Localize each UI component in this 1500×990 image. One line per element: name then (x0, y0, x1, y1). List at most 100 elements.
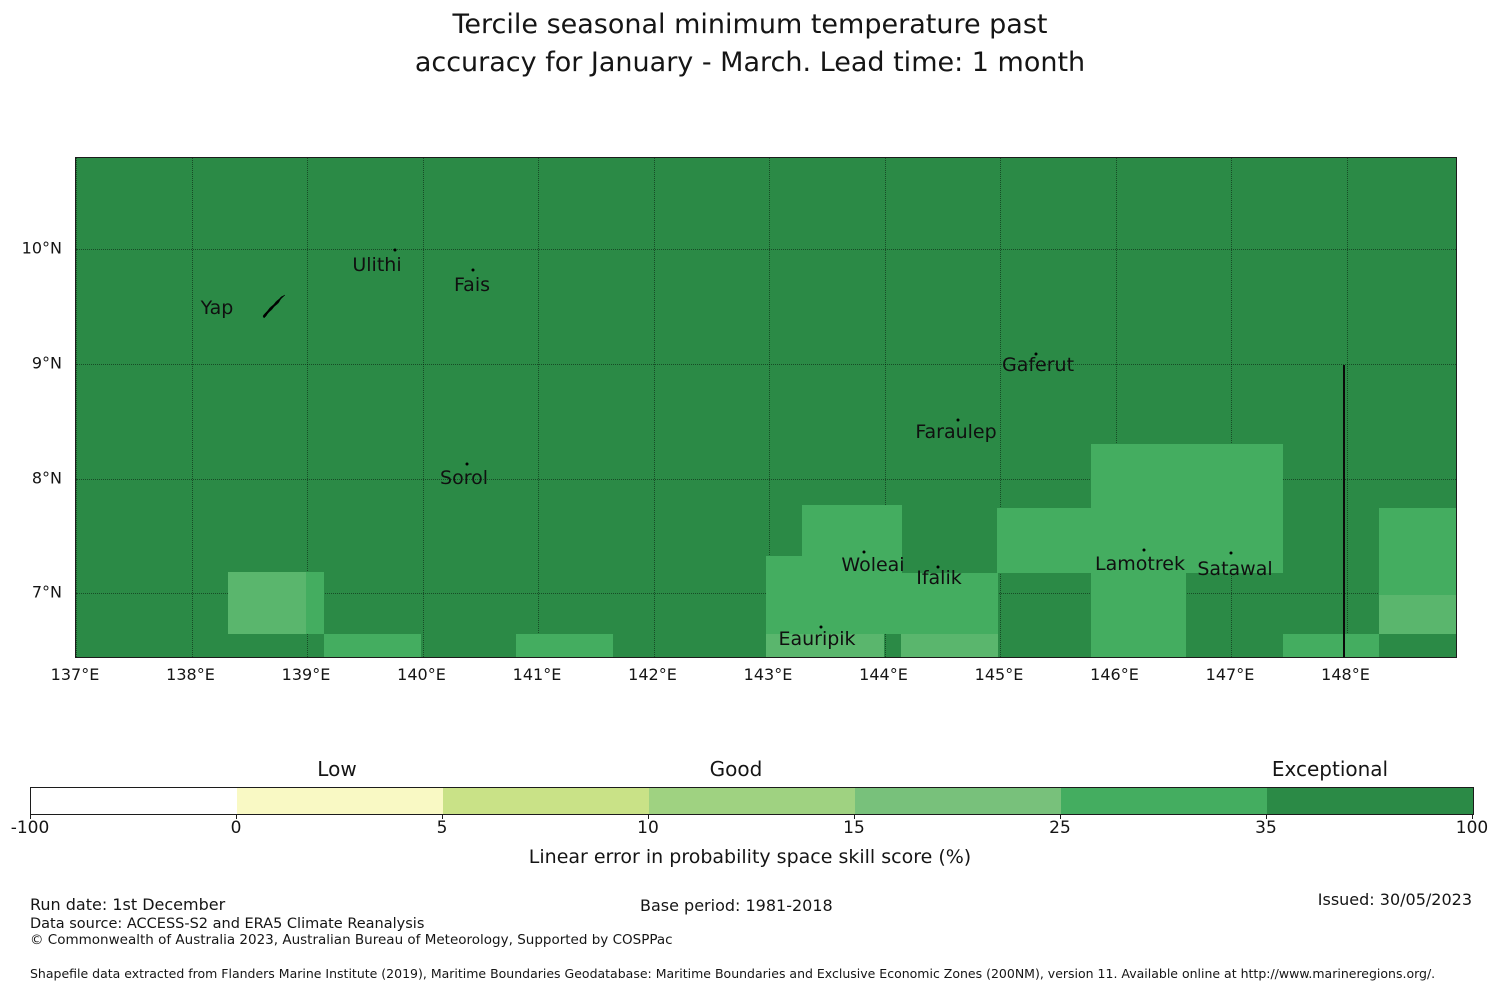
x-tick-label: 137°E (50, 665, 100, 684)
colorbar-tick-label: 15 (843, 818, 865, 838)
island-marker-dot (956, 418, 960, 422)
map-canvas: Yap Ulithi Fais Sorol Gaferut Faraulep Woleai I… (75, 157, 1457, 658)
footer-data-source: Data source: ACCESS-S2 and ERA5 Climate … (30, 916, 425, 932)
meridian-gridline (1231, 158, 1232, 657)
x-tick-label: 148°E (1321, 665, 1370, 684)
y-tick-label: 10°N (21, 238, 62, 258)
x-tick-label: 144°E (859, 665, 908, 684)
place-label: Fais (453, 274, 491, 296)
skill-cell (802, 505, 902, 573)
meridian-gridline (538, 158, 539, 657)
colorbar-tick (648, 814, 649, 819)
eez-boundary-line (1343, 364, 1346, 657)
parallel-gridline (76, 249, 1456, 250)
colorbar-tick-label: 10 (637, 818, 659, 838)
skill-cell (305, 571, 325, 634)
place-label: Sorol (440, 467, 488, 489)
parallel-gridline (76, 363, 1456, 365)
place-label: Faraulep (915, 421, 997, 443)
colorbar-caption: Good (709, 757, 763, 781)
x-tick-label: 138°E (166, 665, 215, 684)
x-tick-label: 143°E (743, 665, 793, 684)
island-marker-dot (1034, 352, 1038, 356)
island-marker-dot (1229, 551, 1233, 555)
y-tick-label: 9°N (31, 353, 62, 373)
colorbar-segment (1061, 788, 1267, 814)
x-tick-label: 140°E (397, 665, 446, 684)
yap-island-shape (262, 294, 286, 319)
x-tick-label: 146°E (1090, 665, 1139, 684)
colorbar (30, 787, 1474, 815)
place-label: Ifalik (916, 567, 962, 589)
colorbar-tick-label: 25 (1049, 818, 1071, 838)
x-tick-label: 139°E (281, 665, 331, 684)
colorbar-tick (30, 814, 31, 819)
meridian-gridline (1000, 158, 1001, 657)
island-marker-dot (1142, 548, 1146, 552)
island-marker-dot (465, 462, 469, 466)
footer-copyright: © Commonwealth of Australia 2023, Austra… (30, 932, 673, 948)
skill-cell (1091, 572, 1186, 657)
colorbar-caption: Exceptional (1271, 757, 1389, 781)
y-tick-label: 7°N (31, 582, 62, 602)
colorbar-segment (1267, 788, 1473, 814)
colorbar-tick-label: 0 (230, 818, 242, 838)
colorbar-tick (1266, 814, 1267, 819)
x-tick-label: 141°E (512, 665, 562, 684)
meridian-gridline (769, 158, 770, 657)
colorbar-segment (855, 788, 1061, 814)
place-label: Woleai (841, 554, 905, 576)
island-marker-dot (471, 268, 475, 272)
meridian-gridline (191, 158, 193, 657)
island-marker-dot (393, 248, 397, 252)
skill-cell (1091, 444, 1283, 509)
meridian-gridline (653, 158, 655, 657)
parallel-gridline (76, 478, 1456, 480)
meridian-gridline (422, 158, 424, 657)
colorbar-segment (649, 788, 855, 814)
skill-cell (765, 572, 998, 634)
skill-cell (765, 555, 803, 573)
colorbar-axis-label: Linear error in probability space skill … (528, 846, 972, 868)
colorbar-tick (854, 814, 855, 819)
skill-cell (1282, 633, 1379, 657)
place-label: Yap (200, 297, 234, 319)
colorbar-tick (1060, 814, 1061, 819)
footer-base-period: Base period: 1981-2018 (640, 896, 833, 915)
page-title: Tercile seasonal minimum temperature pas… (0, 6, 1500, 82)
colorbar-tick (1472, 814, 1473, 819)
place-label: Satawal (1197, 558, 1273, 580)
y-tick-label: 8°N (31, 468, 62, 488)
island-marker-dot (936, 565, 940, 569)
meridian-gridline (1115, 158, 1117, 657)
meridian-gridline (1346, 158, 1348, 657)
colorbar-segment (237, 788, 443, 814)
x-tick-label: 145°E (974, 665, 1024, 684)
skill-cell (324, 633, 422, 657)
island-marker-dot (819, 625, 823, 629)
place-label: Eauripik (778, 628, 856, 650)
place-label: Lamotrek (1095, 553, 1185, 575)
skill-cell (516, 633, 614, 657)
footer-issued-date: Issued: 30/05/2023 (1317, 890, 1472, 909)
colorbar-tick-label: 35 (1255, 818, 1277, 838)
skill-cell (900, 633, 998, 657)
colorbar-caption: Low (317, 757, 357, 781)
page-title-line2: accuracy for January - March. Lead time:… (414, 47, 1086, 78)
colorbar-tick-label: -100 (10, 818, 50, 838)
colorbar-tick-label: 5 (436, 818, 448, 838)
page-title-line1: Tercile seasonal minimum temperature pas… (452, 9, 1048, 40)
meridian-gridline (307, 158, 308, 657)
skill-cell (1378, 508, 1456, 595)
colorbar-segment (443, 788, 649, 814)
island-marker-dot (862, 550, 866, 554)
skill-cell (228, 571, 306, 634)
colorbar-tick (236, 814, 237, 819)
skill-cell (1378, 594, 1456, 634)
place-label: Gaferut (1001, 354, 1075, 376)
meridian-gridline (76, 158, 77, 657)
skill-cell (996, 508, 1283, 573)
x-tick-label: 142°E (628, 665, 677, 684)
footer-run-date: Run date: 1st December (30, 895, 226, 914)
